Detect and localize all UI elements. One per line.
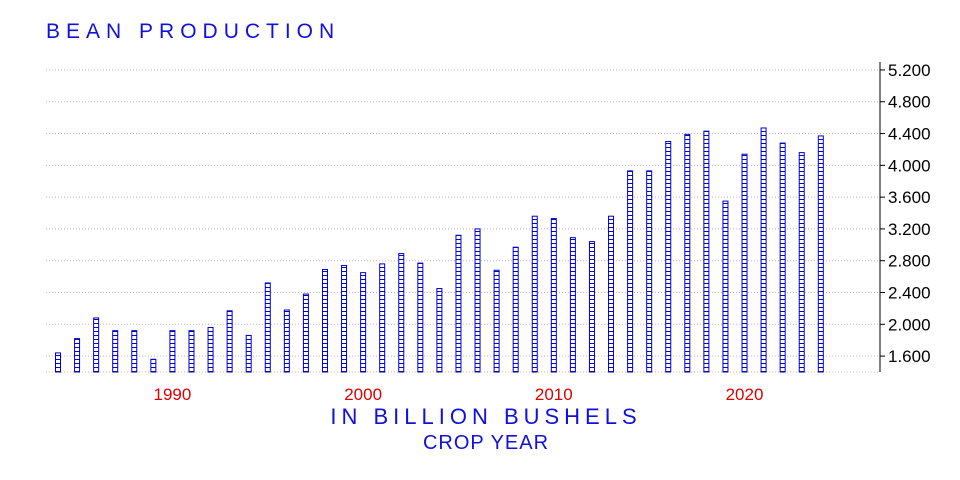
bar — [760, 127, 767, 373]
y-tick-label: 2.800 — [888, 252, 931, 271]
bar — [321, 268, 328, 373]
bar — [627, 170, 634, 373]
bar — [93, 317, 100, 373]
x-axis-labels: 1990 2000 2010 2020 — [154, 385, 764, 404]
y-tick-label: 2.400 — [888, 284, 931, 303]
y-tick-label: 5.200 — [888, 61, 931, 80]
bar — [646, 170, 653, 373]
bar — [112, 330, 119, 373]
bar — [264, 282, 271, 373]
y-tick-label: 1.600 — [888, 347, 931, 366]
bar — [55, 352, 61, 373]
bar — [436, 288, 443, 373]
bar — [283, 309, 290, 373]
gridlines — [46, 69, 880, 373]
bar — [417, 262, 424, 373]
bar — [379, 263, 386, 373]
x-tick-label: 2010 — [535, 385, 573, 404]
bar — [493, 269, 500, 373]
bar — [398, 253, 405, 373]
x-tick-label: 2020 — [726, 385, 764, 404]
bar — [207, 326, 214, 373]
bar — [512, 246, 519, 373]
bars — [55, 127, 824, 373]
bar — [722, 200, 729, 373]
bar — [226, 310, 233, 373]
bar — [169, 330, 176, 373]
chart-title: BEAN PRODUCTION — [46, 20, 341, 43]
bar — [74, 338, 81, 373]
y-tick-label: 4.800 — [888, 93, 931, 112]
y-tick-label: 4.000 — [888, 156, 931, 175]
bar — [474, 228, 481, 373]
bar — [531, 215, 538, 373]
y-tick-label: 3.600 — [888, 188, 931, 207]
bar — [665, 140, 672, 373]
bar — [588, 241, 595, 373]
y-axis: 1.600 2.000 2.400 2.800 3.200 3.600 4.000 4.400… — [879, 61, 931, 372]
bar — [455, 234, 462, 373]
bar — [703, 130, 710, 373]
bar — [341, 264, 348, 373]
bar — [779, 142, 786, 373]
y-tick-label: 3.200 — [888, 220, 931, 239]
bar — [150, 358, 157, 373]
bar — [741, 153, 748, 373]
x-axis-title: CROP YEAR — [422, 432, 550, 454]
x-tick-label: 2000 — [344, 385, 382, 404]
bar — [302, 293, 309, 373]
bar — [817, 135, 824, 373]
bar — [188, 330, 195, 373]
bar — [608, 215, 615, 373]
bar — [684, 133, 691, 373]
bar — [798, 152, 805, 373]
bar — [245, 334, 252, 373]
y-tick-label: 2.000 — [888, 315, 931, 334]
bar — [360, 272, 367, 373]
chart-subtitle: IN BILLION BUSHELS — [330, 404, 642, 429]
bar — [569, 237, 576, 373]
bar — [550, 218, 557, 373]
bar — [131, 330, 138, 373]
y-tick-label: 4.400 — [888, 125, 931, 144]
x-tick-label: 1990 — [154, 385, 192, 404]
